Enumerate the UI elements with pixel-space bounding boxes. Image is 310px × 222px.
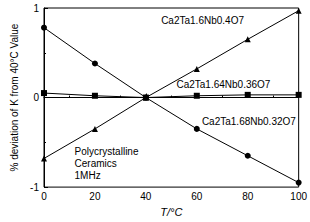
svg-text:Ca2Ta1.68Nb0.32O7: Ca2Ta1.68Nb0.32O7 [202,116,296,127]
svg-text:0: 0 [33,92,39,103]
svg-text:Ca2Ta1.64Nb0.36O7: Ca2Ta1.64Nb0.36O7 [176,79,270,90]
svg-text:20: 20 [89,191,101,202]
svg-text:% deviation of K from 40°C Val: % deviation of K from 40°C Value [9,23,20,171]
svg-text:Ca2Ta1.6Nb0.4O7: Ca2Ta1.6Nb0.4O7 [161,15,244,26]
svg-text:T/°C: T/°C [160,206,182,218]
svg-text:-1: -1 [30,182,39,193]
svg-text:60: 60 [191,191,203,202]
svg-text:0: 0 [41,191,47,202]
svg-text:Ceramics: Ceramics [75,158,117,169]
svg-text:Polycrystalline: Polycrystalline [75,146,139,157]
svg-text:80: 80 [242,191,254,202]
svg-text:100: 100 [290,191,307,202]
svg-text:1: 1 [33,3,39,14]
svg-text:40: 40 [140,191,152,202]
svg-text:1MHz: 1MHz [75,170,101,181]
